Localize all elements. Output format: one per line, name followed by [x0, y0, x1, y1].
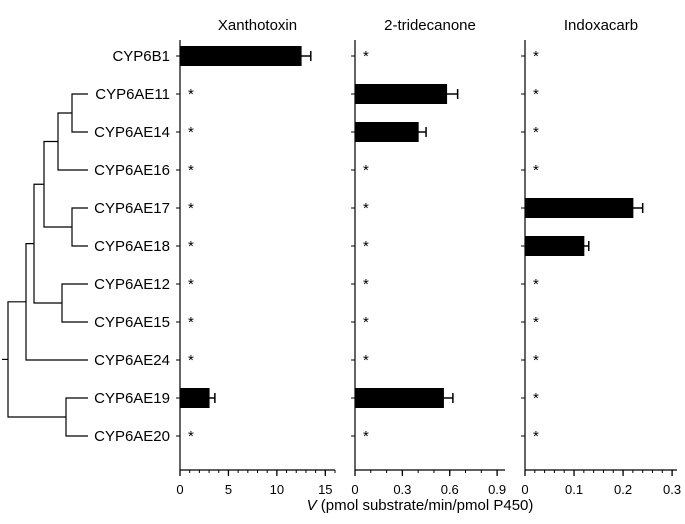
asterisk-marker: *: [188, 200, 194, 217]
panel: 2-tridecanone 0 0.3 0.6 0.9 * * * * * * * *: [351, 17, 506, 497]
data-bar: [181, 388, 210, 408]
tick-label: 0: [176, 482, 183, 497]
asterisk-marker: *: [533, 276, 539, 293]
asterisk-marker: *: [363, 200, 369, 217]
category-label: CYP6AE16: [94, 162, 170, 179]
data-bar: [356, 84, 448, 104]
asterisk-marker: *: [188, 314, 194, 331]
panel-title: 2-tridecanone: [384, 17, 476, 34]
tick-label: 15: [318, 482, 332, 497]
asterisk-marker: *: [533, 162, 539, 179]
tick-label: 0.9: [488, 482, 506, 497]
asterisk-marker: *: [188, 276, 194, 293]
asterisk-marker: *: [363, 314, 369, 331]
panel-title: Xanthotoxin: [218, 17, 297, 34]
category-label: CYP6AE12: [94, 276, 170, 293]
data-bar: [356, 122, 419, 142]
data-bar: [356, 388, 444, 408]
asterisk-marker: *: [533, 390, 539, 407]
asterisk-marker: *: [533, 86, 539, 103]
asterisk-marker: *: [533, 314, 539, 331]
category-label: CYP6AE18: [94, 238, 170, 255]
asterisk-marker: *: [533, 352, 539, 369]
tick-label: 0: [521, 482, 528, 497]
asterisk-marker: *: [188, 352, 194, 369]
asterisk-marker: *: [363, 276, 369, 293]
panel: Xanthotoxin 0 5 10 15 * * * * * * * * *: [176, 17, 335, 497]
asterisk-marker: *: [363, 162, 369, 179]
asterisk-marker: *: [188, 124, 194, 141]
data-bar: [181, 46, 302, 66]
category-label: CYP6B1: [112, 48, 170, 65]
category-label: CYP6AE11: [95, 86, 170, 103]
asterisk-marker: *: [188, 162, 194, 179]
asterisk-marker: *: [188, 428, 194, 445]
data-bar: [526, 198, 634, 218]
category-label: CYP6AE24: [94, 352, 170, 369]
data-bar: [526, 236, 585, 256]
category-label: CYP6AE15: [94, 314, 170, 331]
dendrogram: [2, 94, 88, 436]
asterisk-marker: *: [363, 48, 369, 65]
tick-label: 0.2: [614, 482, 632, 497]
category-label: CYP6AE14: [94, 124, 170, 141]
tick-label: 5: [225, 482, 232, 497]
asterisk-marker: *: [188, 238, 194, 255]
tick-label: 10: [270, 482, 284, 497]
x-axis-label: V (pmol substrate/min/pmol P450): [307, 497, 534, 514]
asterisk-marker: *: [363, 238, 369, 255]
tick-label: 0: [351, 482, 358, 497]
chart-container: { "canvas": { "w": 685, "h": 524 }, "den…: [0, 0, 685, 524]
tick-label: 0.1: [565, 482, 583, 497]
category-label: CYP6AE20: [94, 428, 170, 445]
tick-label: 0.6: [441, 482, 459, 497]
category-label: CYP6AE17: [94, 200, 170, 217]
category-label: CYP6AE19: [94, 390, 170, 407]
panel-title: Indoxacarb: [564, 17, 638, 34]
tick-label: 0.3: [663, 482, 681, 497]
asterisk-marker: *: [533, 48, 539, 65]
asterisk-marker: *: [533, 428, 539, 445]
asterisk-marker: *: [363, 428, 369, 445]
chart-svg: CYP6B1 CYP6AE11 CYP6AE14 CYP6AE16 CYP6AE17 CY…: [0, 0, 685, 524]
tick-label: 0.3: [393, 482, 411, 497]
asterisk-marker: *: [188, 86, 194, 103]
panel: Indoxacarb 0 0.1 0.2 0.3 * * * * * * * * *: [521, 17, 681, 497]
asterisk-marker: *: [533, 124, 539, 141]
asterisk-marker: *: [363, 352, 369, 369]
